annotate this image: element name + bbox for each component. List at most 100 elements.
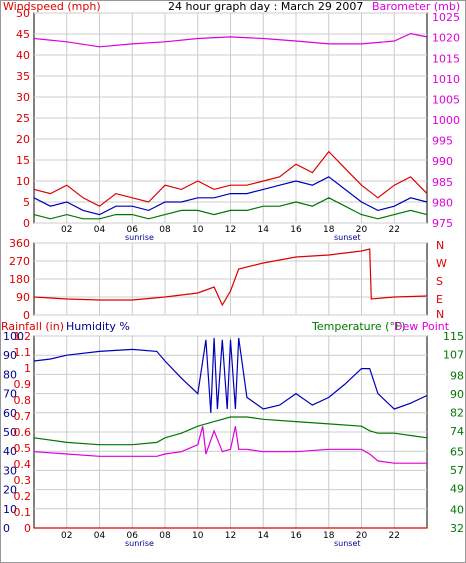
baro-tick-label: 985 bbox=[432, 176, 453, 189]
rainfall-tick-label: 0.2 bbox=[14, 490, 32, 503]
wind-tick-label: 10 bbox=[16, 175, 30, 188]
rainfall-tick-label: 0.4 bbox=[14, 458, 32, 471]
wind-axis-label: Windspeed (mph) bbox=[3, 0, 101, 13]
rainfall-tick-label: 0.1 bbox=[14, 506, 32, 519]
hour-tick-label: 22 bbox=[389, 531, 400, 541]
wind-tick-label: 0 bbox=[23, 217, 30, 230]
baro-tick-label: 1020 bbox=[432, 32, 460, 45]
temperature-tick-label: 49 bbox=[450, 483, 464, 496]
temperature-tick-labels: 32 40 49 57 65 74 82 90 98 107 115 bbox=[443, 330, 464, 535]
humidity-tick-label: 40 bbox=[3, 445, 17, 458]
hour-tick-label: 10 bbox=[192, 531, 204, 541]
wind-tick-label: 20 bbox=[16, 133, 30, 146]
rainfall-tick-label: 0.8 bbox=[14, 394, 32, 407]
rainfall-tick-label: 1.2 bbox=[14, 330, 32, 343]
wind-tick-label: 40 bbox=[16, 49, 30, 62]
wind-tick-label: 35 bbox=[16, 70, 30, 83]
rainfall-tick-label: 1.1 bbox=[14, 346, 32, 359]
humidity-tick-label: 30 bbox=[3, 464, 17, 477]
dewpoint-axis-label: Dew Point bbox=[394, 320, 450, 333]
humidity-axis-label: Humidity % bbox=[66, 320, 130, 333]
series-line-magenta bbox=[33, 32, 428, 48]
direction-degree-label: 360 bbox=[9, 237, 30, 250]
baro-tick-labels: 975 980 985 990 995 1000 1005 1010 1015 1020 1025 bbox=[432, 11, 460, 230]
hour-tick-label: 20 bbox=[356, 531, 368, 541]
temperature-tick-label: 65 bbox=[450, 446, 464, 459]
series-line-red bbox=[33, 150, 428, 207]
wind-tick-label: 15 bbox=[16, 154, 30, 167]
top-sunrise-label: sunrise bbox=[125, 233, 154, 242]
rainfall-tick-label: 0.3 bbox=[14, 474, 32, 487]
direction-degree-label: 180 bbox=[9, 273, 30, 286]
humidity-tick-label: 100 bbox=[3, 330, 24, 343]
baro-tick-label: 1000 bbox=[432, 114, 460, 127]
baro-tick-label: 995 bbox=[432, 135, 453, 148]
hour-tick-label: 18 bbox=[323, 225, 335, 235]
direction-degree-label: 270 bbox=[9, 255, 30, 268]
compass-label: N bbox=[436, 308, 444, 321]
direction-line bbox=[33, 248, 428, 307]
humidity-tick-label: 50 bbox=[3, 426, 17, 439]
hour-tick-label: 02 bbox=[61, 225, 72, 235]
baro-tick-label: 1005 bbox=[432, 93, 460, 106]
direction-degree-label: 0 bbox=[23, 309, 30, 322]
bottom-sunrise-label: sunrise bbox=[125, 539, 154, 548]
hour-tick-label: 22 bbox=[389, 225, 400, 235]
rainfall-axis-label: Rainfall (in) bbox=[1, 320, 64, 333]
temperature-tick-label: 32 bbox=[450, 522, 464, 535]
hour-tick-label: 08 bbox=[159, 531, 171, 541]
rainfall-tick-label: 0.5 bbox=[14, 442, 32, 455]
hour-tick-label: 16 bbox=[290, 531, 302, 541]
top-sunset-label: sunset bbox=[334, 233, 361, 242]
bottom-hour-labels: 02 04 06 08 10 12 14 16 18 20 22 bbox=[61, 531, 400, 541]
series-line-blue bbox=[33, 337, 428, 413]
compass-label: S bbox=[436, 275, 443, 288]
baro-tick-label: 1010 bbox=[432, 73, 460, 86]
wind-tick-label: 30 bbox=[16, 91, 30, 104]
series-line-magenta bbox=[33, 426, 427, 464]
hour-tick-label: 06 bbox=[127, 225, 139, 235]
temperature-tick-label: 107 bbox=[443, 349, 464, 362]
wind-baro-series bbox=[33, 32, 428, 220]
hour-tick-label: 14 bbox=[258, 531, 270, 541]
humidity-tick-labels: 0 10 20 30 40 50 60 70 80 90 100 bbox=[3, 330, 24, 535]
temperature-tick-label: 57 bbox=[450, 464, 464, 477]
rainfall-tick-label: 0.9 bbox=[14, 378, 32, 391]
hour-tick-label: 02 bbox=[61, 531, 72, 541]
humidity-tick-label: 20 bbox=[3, 484, 17, 497]
mid-grid bbox=[34, 242, 427, 316]
direction-series bbox=[33, 248, 428, 307]
bottom-grid bbox=[34, 335, 427, 529]
temperature-tick-label: 82 bbox=[450, 406, 464, 419]
hour-tick-label: 04 bbox=[94, 225, 106, 235]
rainfall-tick-label: 0.7 bbox=[14, 410, 32, 423]
temperature-tick-label: 90 bbox=[450, 388, 464, 401]
compass-label: E bbox=[436, 293, 443, 306]
humidity-tick-label: 70 bbox=[3, 388, 17, 401]
compass-label: N bbox=[436, 239, 444, 252]
temperature-tick-label: 98 bbox=[450, 369, 464, 382]
hour-tick-label: 06 bbox=[127, 531, 139, 541]
rainfall-tick-labels: 0 0.1 0.2 0.3 0.4 0.5 0.6 0.7 0.8 0.9 1 1.1 1.2 bbox=[14, 330, 32, 535]
baro-tick-label: 990 bbox=[432, 155, 453, 168]
humidity-tick-label: 90 bbox=[3, 349, 17, 362]
humidity-tick-label: 60 bbox=[3, 407, 17, 420]
wind-tick-label: 5 bbox=[23, 196, 30, 209]
hour-tick-label: 10 bbox=[192, 225, 204, 235]
temperature-tick-label: 40 bbox=[450, 503, 464, 516]
baro-tick-label: 975 bbox=[432, 217, 453, 230]
direction-degree-label: 90 bbox=[16, 291, 30, 304]
compass-label: W bbox=[436, 257, 447, 270]
baro-tick-label: 1025 bbox=[432, 11, 460, 24]
wind-tick-label: 45 bbox=[16, 28, 30, 41]
humidity-tick-label: 80 bbox=[3, 368, 17, 381]
series-line-green bbox=[33, 197, 428, 220]
rainfall-tick-label: 0.6 bbox=[14, 426, 32, 439]
wind-tick-labels: 0 5 10 15 20 25 30 35 40 45 50 bbox=[16, 7, 30, 230]
bottom-sunset-label: sunset bbox=[334, 539, 361, 548]
top-hour-labels: 02 04 06 08 10 12 14 16 18 20 22 bbox=[61, 225, 400, 235]
temperature-tick-label: 115 bbox=[443, 330, 464, 343]
hour-tick-label: 12 bbox=[225, 225, 236, 235]
